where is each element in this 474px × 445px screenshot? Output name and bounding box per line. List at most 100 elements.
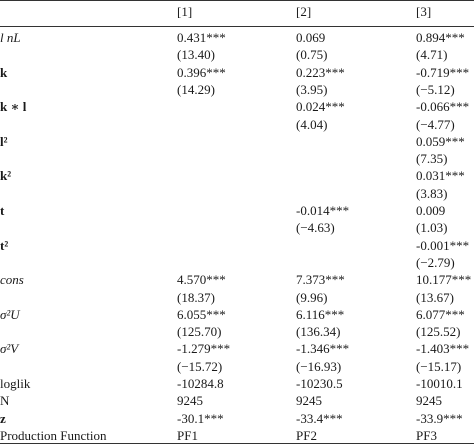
top-rule bbox=[0, 0, 474, 1]
cell-col-3: (7.35) bbox=[416, 151, 448, 167]
row-label: Production Function bbox=[0, 427, 107, 443]
cell-col-3: -0.001*** bbox=[416, 237, 470, 253]
cell-col-3: (125.52) bbox=[416, 324, 461, 340]
table-row: (−2.79) bbox=[0, 254, 474, 272]
cell-col-1: (13.40) bbox=[177, 47, 215, 63]
table-row: σ²V -1.279*** -1.346*** -1.403*** bbox=[0, 340, 474, 358]
cell-col-2: 0.024*** bbox=[296, 99, 345, 115]
cell-col-2: 7.373*** bbox=[296, 272, 345, 288]
table-row: (4.04) (−4.77) bbox=[0, 116, 474, 134]
table-row: N 9245 9245 9245 bbox=[0, 392, 474, 410]
cell-col-3: -33.9*** bbox=[416, 410, 463, 426]
row-label: σ²V bbox=[0, 341, 19, 357]
header-col-1: [1] bbox=[177, 4, 193, 19]
table-row: (13.40) (0.75) (4.71) bbox=[0, 46, 474, 64]
header-col-3: [3] bbox=[416, 4, 432, 19]
table-row: l nL 0.431*** 0.069 0.894*** bbox=[0, 29, 474, 47]
table-row: (14.29) (3.95) (−5.12) bbox=[0, 81, 474, 99]
table-row: (18.37) (9.96) (13.67) bbox=[0, 289, 474, 307]
cell-col-3: (1.03) bbox=[416, 220, 448, 236]
row-label: loglik bbox=[0, 376, 31, 391]
cell-col-2: (4.04) bbox=[296, 116, 328, 132]
row-label: l² bbox=[0, 133, 8, 149]
cell-col-3: (3.83) bbox=[416, 185, 448, 201]
cell-col-3: 10.177*** bbox=[416, 272, 472, 288]
cell-col-1: 6.055*** bbox=[177, 306, 226, 322]
cell-col-1: 4.570*** bbox=[177, 272, 226, 288]
table-row: k 0.396*** 0.223*** -0.719*** bbox=[0, 64, 474, 82]
cell-col-2: -1.346*** bbox=[296, 341, 350, 357]
cell-col-2: (3.95) bbox=[296, 81, 328, 97]
row-label: t bbox=[0, 203, 5, 218]
cell-col-2: PF2 bbox=[296, 427, 317, 443]
cell-col-3: (−5.12) bbox=[416, 81, 455, 97]
cell-col-2: -0.014*** bbox=[296, 203, 350, 218]
cell-col-1: PF1 bbox=[177, 427, 198, 443]
cell-col-3: 0.031*** bbox=[416, 168, 465, 184]
cell-col-1: 9245 bbox=[177, 393, 203, 409]
cell-col-3: -0.719*** bbox=[416, 64, 470, 80]
cell-col-2: 9245 bbox=[296, 393, 322, 409]
cell-col-3: 6.077*** bbox=[416, 306, 465, 322]
table-row: (125.70) (136.34) (125.52) bbox=[0, 323, 474, 341]
table-row: (3.83) bbox=[0, 185, 474, 203]
cell-col-3: (−2.79) bbox=[416, 254, 455, 270]
cell-col-1: 0.431*** bbox=[177, 30, 226, 45]
table-row: z -30.1*** -33.4*** -33.9*** bbox=[0, 410, 474, 428]
row-label: k² bbox=[0, 168, 12, 184]
table-row: cons 4.570*** 7.373*** 10.177*** bbox=[0, 271, 474, 289]
cell-col-2: (136.34) bbox=[296, 324, 341, 340]
cell-col-2: (−16.93) bbox=[296, 358, 342, 374]
table-row: t² -0.001*** bbox=[0, 237, 474, 255]
table-row: loglik -10284.8 -10230.5 -10010.1 bbox=[0, 375, 474, 393]
row-label: l nL bbox=[0, 30, 21, 45]
cell-col-2: 0.069 bbox=[296, 30, 326, 45]
cell-col-2: (9.96) bbox=[296, 289, 328, 305]
row-label: z bbox=[0, 410, 6, 426]
row-label: σ²U bbox=[0, 306, 20, 322]
cell-col-2: -33.4*** bbox=[296, 410, 343, 426]
table-row: k ∗ l 0.024*** -0.066*** bbox=[0, 98, 474, 116]
cell-col-2: 0.223*** bbox=[296, 64, 345, 80]
cell-col-2: -10230.5 bbox=[296, 376, 343, 391]
cell-col-3: 0.894*** bbox=[416, 30, 465, 45]
cell-col-3: (−4.77) bbox=[416, 116, 455, 132]
header-rule bbox=[0, 26, 474, 27]
table-row: Production Function PF1 PF2 PF3 bbox=[0, 427, 474, 445]
cell-col-1: (125.70) bbox=[177, 324, 222, 340]
cell-col-1: (14.29) bbox=[177, 81, 215, 97]
cell-col-3: (−15.17) bbox=[416, 358, 462, 374]
cell-col-1: -1.279*** bbox=[177, 341, 231, 357]
table-row: (−15.72) (−16.93) (−15.17) bbox=[0, 358, 474, 376]
cell-col-1: (−15.72) bbox=[177, 358, 223, 374]
table-row: k² 0.031*** bbox=[0, 167, 474, 185]
row-label: k ∗ l bbox=[0, 99, 27, 115]
cell-col-3: -10010.1 bbox=[416, 376, 463, 391]
row-label: N bbox=[0, 393, 10, 409]
cell-col-2: 6.116*** bbox=[296, 306, 345, 322]
table-row: (−4.63) (1.03) bbox=[0, 219, 474, 237]
table-row: t -0.014*** 0.009 bbox=[0, 202, 474, 220]
cell-col-3: (4.71) bbox=[416, 47, 448, 63]
row-label: k bbox=[0, 64, 8, 80]
cell-col-1: 0.396*** bbox=[177, 64, 226, 80]
cell-col-3: -0.066*** bbox=[416, 99, 470, 115]
cell-col-1: (18.37) bbox=[177, 289, 215, 305]
cell-col-3: 0.009 bbox=[416, 203, 446, 218]
header-row: [1] [2] [3] bbox=[0, 4, 474, 24]
cell-col-3: PF3 bbox=[416, 427, 437, 443]
cell-col-3: 0.059*** bbox=[416, 133, 465, 149]
table-row: l² 0.059*** bbox=[0, 133, 474, 151]
table-row: σ²U 6.055*** 6.116*** 6.077*** bbox=[0, 306, 474, 324]
cell-col-3: (13.67) bbox=[416, 289, 454, 305]
row-label: t² bbox=[0, 237, 9, 253]
row-label: cons bbox=[0, 272, 24, 288]
cell-col-2: (−4.63) bbox=[296, 220, 335, 236]
cell-col-3: -1.403*** bbox=[416, 341, 470, 357]
header-col-2: [2] bbox=[296, 4, 312, 19]
cell-col-1: -10284.8 bbox=[177, 376, 224, 391]
cell-col-2: (0.75) bbox=[296, 47, 328, 63]
cell-col-3: 9245 bbox=[416, 393, 442, 409]
table-row: (7.35) bbox=[0, 150, 474, 168]
